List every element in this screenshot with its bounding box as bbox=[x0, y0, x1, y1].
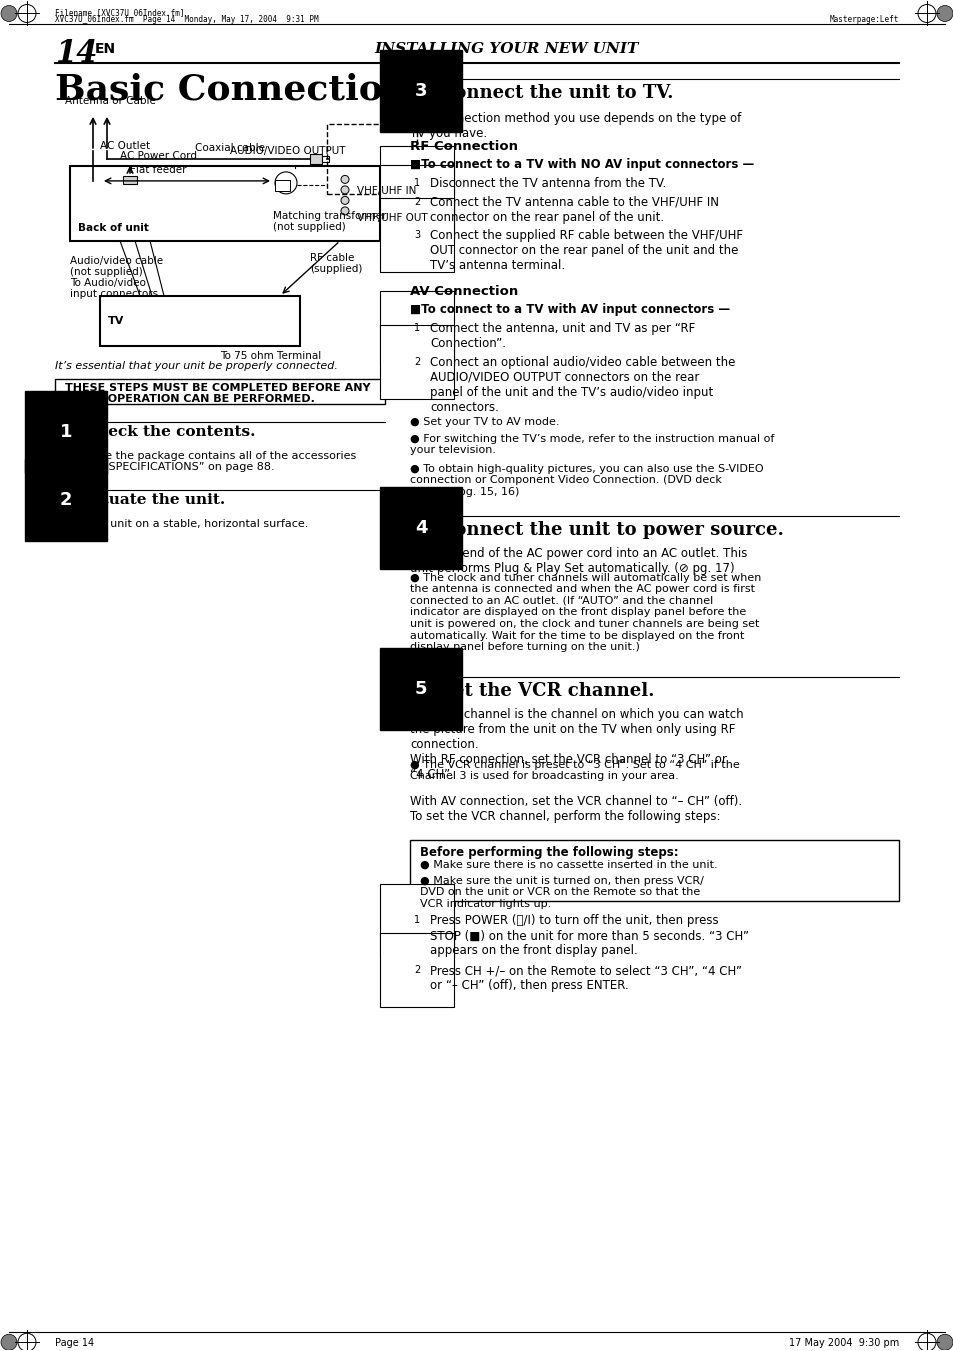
Text: 3: 3 bbox=[415, 82, 427, 100]
Circle shape bbox=[1, 1335, 17, 1350]
FancyBboxPatch shape bbox=[379, 290, 454, 365]
Text: TV: TV bbox=[108, 316, 124, 326]
Text: Connect the unit to TV.: Connect the unit to TV. bbox=[439, 84, 673, 101]
Text: It’s essential that your unit be properly connected.: It’s essential that your unit be properl… bbox=[55, 361, 337, 370]
Text: Set the VCR channel.: Set the VCR channel. bbox=[439, 682, 654, 700]
FancyBboxPatch shape bbox=[379, 50, 461, 132]
FancyBboxPatch shape bbox=[379, 146, 454, 220]
Text: ● The clock and tuner channels will automatically be set when
the antenna is con: ● The clock and tuner channels will auto… bbox=[410, 573, 760, 653]
Text: ■To connect to a TV with NO AV input connectors —: ■To connect to a TV with NO AV input con… bbox=[410, 158, 754, 172]
Text: RF Connection: RF Connection bbox=[410, 141, 517, 153]
Bar bbox=[274, 180, 290, 190]
Text: 2: 2 bbox=[414, 197, 419, 207]
Text: Connect the TV antenna cable to the VHF/UHF IN
connector on the rear panel of th: Connect the TV antenna cable to the VHF/… bbox=[430, 196, 719, 224]
Text: Connect an optional audio/video cable between the
AUDIO/VIDEO OUTPUT connectors : Connect an optional audio/video cable be… bbox=[430, 355, 735, 413]
Bar bbox=[322, 155, 329, 162]
Text: Connect the antenna, unit and TV as per “RF
Connection”.: Connect the antenna, unit and TV as per … bbox=[430, 322, 695, 350]
Text: The connection method you use depends on the type of
TV you have.: The connection method you use depends on… bbox=[410, 112, 740, 141]
Text: AUDIO/VIDEO OUTPUT: AUDIO/VIDEO OUTPUT bbox=[230, 146, 345, 155]
Text: Connect the unit to power source.: Connect the unit to power source. bbox=[439, 520, 783, 539]
Text: AC Power Cord: AC Power Cord bbox=[120, 151, 196, 161]
Bar bbox=[55, 378, 385, 404]
Circle shape bbox=[1, 5, 17, 22]
Text: RF cable
(supplied): RF cable (supplied) bbox=[310, 253, 362, 274]
Text: 2: 2 bbox=[60, 490, 72, 509]
Bar bbox=[123, 176, 137, 184]
Text: 2: 2 bbox=[414, 966, 419, 975]
Text: Disconnect the TV antenna from the TV.: Disconnect the TV antenna from the TV. bbox=[430, 177, 665, 190]
Text: 1: 1 bbox=[414, 323, 419, 332]
Circle shape bbox=[340, 176, 349, 184]
Bar bbox=[100, 296, 299, 346]
Text: THESE STEPS MUST BE COMPLETED BEFORE ANY
VIDEO OPERATION CAN BE PERFORMED.: THESE STEPS MUST BE COMPLETED BEFORE ANY… bbox=[65, 382, 370, 404]
Circle shape bbox=[936, 5, 952, 22]
Text: XVC37U_06Index.fm  Page 14  Monday, May 17, 2004  9:31 PM: XVC37U_06Index.fm Page 14 Monday, May 17… bbox=[55, 15, 318, 24]
Circle shape bbox=[936, 1335, 952, 1350]
Text: AV Connection: AV Connection bbox=[410, 285, 517, 297]
Text: Antenna or Cable: Antenna or Cable bbox=[65, 96, 155, 105]
FancyBboxPatch shape bbox=[379, 647, 461, 730]
Text: Coaxial cable: Coaxial cable bbox=[194, 143, 265, 153]
Bar bbox=[310, 154, 322, 163]
Text: ● Make sure the unit is turned on, then press VCR/
DVD on the unit or VCR on the: ● Make sure the unit is turned on, then … bbox=[419, 875, 703, 909]
Text: Flat feeder: Flat feeder bbox=[130, 165, 186, 174]
Text: 4: 4 bbox=[415, 519, 427, 536]
Text: Audio/video cable
(not supplied): Audio/video cable (not supplied) bbox=[70, 255, 163, 277]
FancyBboxPatch shape bbox=[379, 486, 461, 569]
FancyBboxPatch shape bbox=[379, 934, 454, 1008]
Text: Check the contents.: Check the contents. bbox=[85, 424, 255, 439]
Text: 14: 14 bbox=[55, 38, 97, 69]
Text: Back of unit: Back of unit bbox=[78, 223, 149, 232]
Text: 17 May 2004  9:30 pm: 17 May 2004 9:30 pm bbox=[788, 1339, 898, 1348]
Circle shape bbox=[340, 186, 349, 195]
FancyBboxPatch shape bbox=[379, 197, 454, 272]
Text: To Audio/video
input connectors: To Audio/video input connectors bbox=[70, 278, 158, 300]
Bar bbox=[327, 124, 416, 195]
FancyBboxPatch shape bbox=[379, 884, 454, 958]
Text: 1: 1 bbox=[60, 423, 72, 440]
Bar bbox=[410, 839, 898, 901]
Circle shape bbox=[340, 196, 349, 204]
Text: EN: EN bbox=[95, 42, 116, 55]
Text: Masterpage:Left: Masterpage:Left bbox=[829, 15, 898, 24]
Circle shape bbox=[340, 207, 349, 215]
FancyBboxPatch shape bbox=[25, 390, 107, 473]
Text: Press POWER (⏻/I) to turn off the unit, then press
STOP (■) on the unit for more: Press POWER (⏻/I) to turn off the unit, … bbox=[430, 915, 748, 958]
Text: With AV connection, set the VCR channel to “– CH” (off).
To set the VCR channel,: With AV connection, set the VCR channel … bbox=[410, 794, 741, 823]
Text: 5: 5 bbox=[415, 680, 427, 697]
Text: AC Outlet: AC Outlet bbox=[100, 141, 150, 151]
Text: INSTALLING YOUR NEW UNIT: INSTALLING YOUR NEW UNIT bbox=[375, 42, 639, 55]
Text: The VCR channel is the channel on which you can watch
the picture from the unit : The VCR channel is the channel on which … bbox=[410, 708, 742, 781]
Text: Matching transformer
(not supplied): Matching transformer (not supplied) bbox=[273, 211, 386, 232]
Text: 1: 1 bbox=[414, 916, 419, 925]
Text: 1: 1 bbox=[414, 178, 419, 188]
FancyBboxPatch shape bbox=[25, 459, 107, 540]
Text: Situate the unit.: Situate the unit. bbox=[85, 493, 225, 507]
Text: ■To connect to a TV with AV input connectors —: ■To connect to a TV with AV input connec… bbox=[410, 303, 729, 316]
Bar bbox=[70, 166, 379, 240]
Text: Place the unit on a stable, horizontal surface.: Place the unit on a stable, horizontal s… bbox=[55, 519, 308, 528]
FancyBboxPatch shape bbox=[379, 324, 454, 399]
Text: ● To obtain high-quality pictures, you can also use the S-VIDEO
connection or Co: ● To obtain high-quality pictures, you c… bbox=[410, 463, 762, 497]
Text: 3: 3 bbox=[414, 230, 419, 240]
Text: ● Make sure there is no cassette inserted in the unit.: ● Make sure there is no cassette inserte… bbox=[419, 859, 717, 870]
Text: Page 14: Page 14 bbox=[55, 1339, 94, 1348]
Text: Plug the end of the AC power cord into an AC outlet. This
unit performs Plug & P: Plug the end of the AC power cord into a… bbox=[410, 547, 746, 574]
Text: ● For switching the TV’s mode, refer to the instruction manual of
your televisio: ● For switching the TV’s mode, refer to … bbox=[410, 434, 774, 455]
Text: Connect the supplied RF cable between the VHF/UHF
OUT connector on the rear pane: Connect the supplied RF cable between th… bbox=[430, 228, 742, 272]
Text: VHF/UHF IN: VHF/UHF IN bbox=[356, 186, 416, 196]
Text: To 75 ohm Terminal: To 75 ohm Terminal bbox=[220, 351, 321, 361]
Text: Before performing the following steps:: Before performing the following steps: bbox=[419, 846, 678, 858]
FancyBboxPatch shape bbox=[379, 165, 454, 239]
Text: Basic Connections: Basic Connections bbox=[55, 73, 429, 107]
Text: VHF/UHF OUT: VHF/UHF OUT bbox=[356, 213, 427, 223]
Text: ● The VCR channel is preset to “3 CH”. Set to “4 CH” if the
Channel 3 is used fo: ● The VCR channel is preset to “3 CH”. S… bbox=[410, 759, 739, 781]
Text: Press CH +/– on the Remote to select “3 CH”, “4 CH”
or “– CH” (off), then press : Press CH +/– on the Remote to select “3 … bbox=[430, 965, 741, 993]
Text: 2: 2 bbox=[414, 357, 419, 366]
Text: Filename [XVC37U_06Index.fm]: Filename [XVC37U_06Index.fm] bbox=[55, 8, 184, 18]
Text: Make sure the package contains all of the accessories
listed in “SPECIFICATIONS”: Make sure the package contains all of th… bbox=[55, 451, 355, 473]
Text: ● Set your TV to AV mode.: ● Set your TV to AV mode. bbox=[410, 416, 558, 427]
